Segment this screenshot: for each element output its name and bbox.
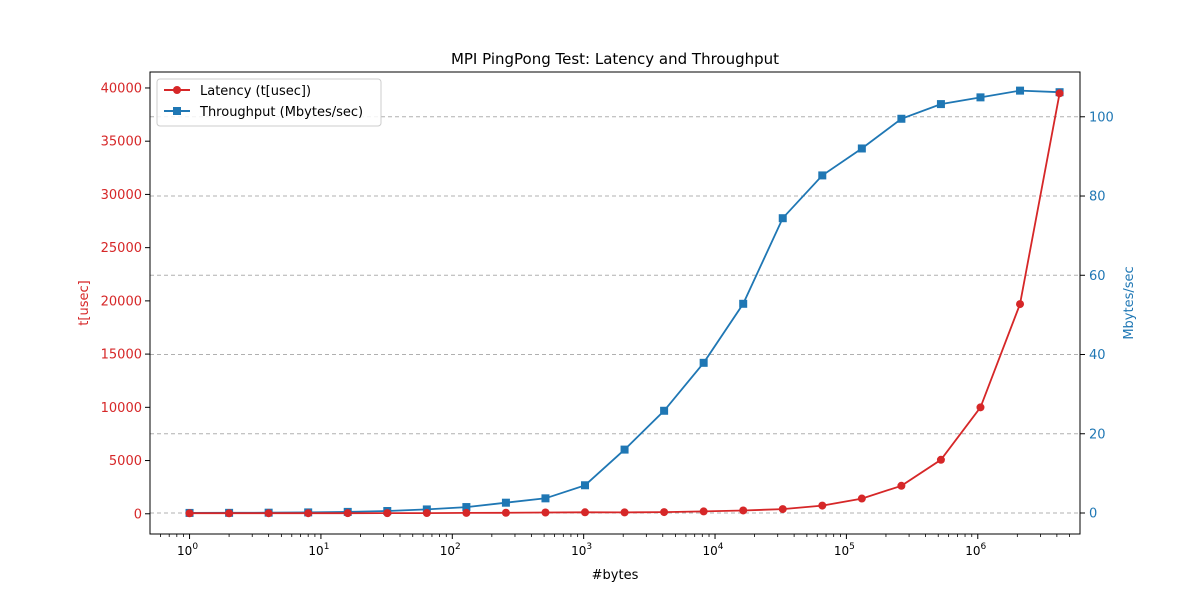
latency-point [620, 508, 629, 517]
left-tick-label: 30000 [101, 188, 142, 203]
left-tick-label: 15000 [101, 348, 142, 363]
throughput-point [1016, 86, 1025, 95]
latency-point [581, 508, 590, 517]
x-tick-label: 103 [571, 542, 592, 558]
latency-point [778, 505, 787, 514]
right-tick-label: 80 [1089, 190, 1106, 205]
left-tick-label: 5000 [109, 454, 142, 469]
latency-point [897, 481, 906, 490]
left-axis-label: t[usec] [77, 280, 92, 325]
latency-point [422, 509, 431, 518]
x-axis-ticks: 100 101 102 103 104 105 106 [160, 534, 1070, 558]
throughput-point [660, 406, 669, 415]
left-tick-label: 25000 [101, 241, 142, 256]
throughput-point [501, 498, 510, 507]
left-tick-label: 35000 [101, 135, 142, 150]
throughput-point [857, 144, 866, 153]
latency-point [541, 508, 550, 517]
legend-latency-label: Latency (t[usec]) [200, 84, 311, 99]
right-tick-label: 60 [1089, 269, 1106, 284]
legend-box [156, 78, 382, 127]
right-tick-label: 0 [1089, 507, 1097, 522]
x-tick-label: 101 [308, 542, 329, 558]
throughput-point [778, 214, 787, 223]
latency-point [1016, 300, 1025, 309]
latency-point [660, 508, 669, 517]
x-tick-label: 104 [703, 542, 724, 558]
latency-point [304, 509, 313, 518]
legend-throughput-marker [173, 107, 181, 115]
latency-point [699, 507, 708, 516]
legend-latency-marker [173, 86, 181, 94]
plot-frame [149, 71, 1081, 535]
legend-throughput-label: Throughput (Mbytes/sec) [199, 105, 363, 120]
latency-point [501, 508, 510, 517]
throughput-point [936, 100, 945, 109]
series-layer [185, 86, 1064, 518]
latency-point [264, 509, 273, 518]
x-tick-label: 100 [177, 542, 198, 558]
right-tick-label: 100 [1089, 110, 1114, 125]
throughput-point [739, 299, 748, 308]
throughput-point [897, 114, 906, 123]
throughput-point [976, 93, 985, 102]
right-tick-label: 20 [1089, 427, 1106, 442]
x-tick-label: 106 [965, 542, 986, 558]
latency-point [225, 509, 234, 518]
latency-point [1055, 89, 1064, 98]
x-tick-label: 105 [834, 542, 855, 558]
latency-point [383, 509, 392, 518]
latency-point [343, 509, 352, 518]
throughput-point [462, 503, 471, 512]
throughput-point [818, 171, 827, 180]
left-axis-ticks: 0 5000 10000 15000 20000 25000 30000 35000 40000 [101, 81, 150, 522]
left-tick-label: 20000 [101, 294, 142, 309]
latency-point [818, 501, 827, 510]
legend: Latency (t[usec]) Throughput (Mbytes/sec… [156, 78, 382, 127]
chart-title: MPI PingPong Test: Latency and Throughpu… [451, 50, 779, 68]
throughput-point [541, 494, 550, 503]
latency-point [185, 509, 194, 518]
right-axis-ticks: 0 20 40 60 80 100 [1080, 110, 1114, 522]
x-tick-label: 102 [440, 542, 461, 558]
throughput-point [620, 445, 629, 454]
left-tick-label: 40000 [101, 81, 142, 96]
left-tick-label: 0 [134, 507, 142, 522]
throughput-point [699, 358, 708, 367]
left-tick-label: 10000 [101, 401, 142, 416]
latency-point [936, 455, 945, 464]
right-tick-label: 40 [1089, 348, 1106, 363]
throughput-point [581, 481, 590, 490]
latency-point [857, 494, 866, 503]
right-axis-label: Mbytes/sec [1122, 266, 1137, 339]
latency-point [462, 508, 471, 517]
latency-point [976, 403, 985, 412]
x-axis-label: #bytes [592, 568, 639, 583]
latency-point [739, 506, 748, 515]
